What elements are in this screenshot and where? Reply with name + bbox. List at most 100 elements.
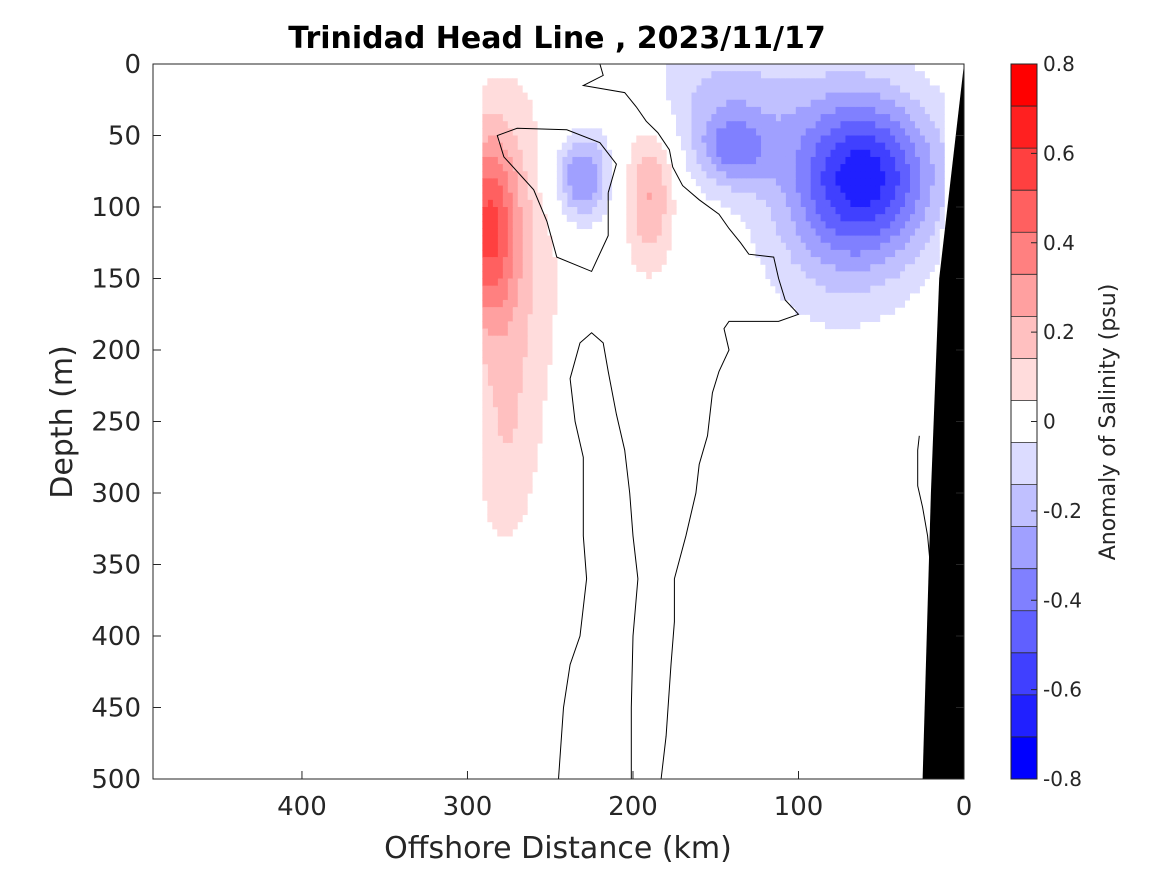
contour-cell [839,228,846,237]
contour-cell [770,249,776,258]
contour-cell [829,135,836,144]
contour-cell [815,299,821,308]
contour-cell [527,221,533,230]
contour-cell [824,235,831,244]
contour-cell [651,142,657,151]
contour-cell [497,321,503,330]
contour-cell [839,242,846,251]
contour-cell [785,214,791,222]
contour-cell [556,178,563,187]
contour-cell [805,292,811,301]
contour-cell [527,392,533,401]
contour-cell [755,221,762,230]
contour-cell [770,185,776,194]
contour-cell [507,493,513,501]
contour-cell [705,128,712,137]
contour-cell [497,128,503,137]
contour-cell [839,257,846,265]
contour-cell [820,71,826,79]
contour-cell [790,199,796,208]
contour-cell [527,314,533,322]
contour-cell [497,307,503,315]
contour-cell [785,71,791,79]
contour-cell [859,135,866,144]
contour-cell [894,99,901,108]
contour-cell [795,156,801,165]
contour-cell [839,235,846,244]
contour-cell [651,135,657,144]
contour-cell [507,385,513,394]
contour-cell [725,192,732,201]
contour-cell [507,328,513,337]
contour-cell [720,192,727,201]
contour-cell [864,164,871,172]
contour-cell [929,242,935,251]
contour-cell [874,271,881,280]
contour-cell [879,78,886,87]
contour-cell [859,99,866,108]
contour-cell [800,307,806,315]
contour-cell [859,264,866,272]
contour-cell [750,221,757,230]
contour-cell [636,235,642,244]
colorbar-segment [1011,64,1037,107]
contour-cell [522,114,528,122]
contour-cell [487,307,493,315]
contour-cell [487,507,493,516]
contour-cell [765,164,771,172]
colorbar-tick-label: 0.8 [1043,52,1075,76]
contour-cell [522,156,528,165]
contour-cell [929,178,935,187]
contour-cell [705,164,712,172]
contour-cell [527,192,533,201]
contour-cell [522,442,528,451]
contour-cell [750,156,757,165]
contour-cell [755,249,762,258]
contour-cell [770,121,776,129]
contour-cell [646,178,652,187]
contour-cell [770,106,776,115]
contour-cell [894,142,901,151]
contour-cell [571,128,578,137]
contour-cell [899,78,906,87]
contour-cell [889,235,896,244]
contour-cell [939,156,945,165]
contour-cell [904,156,910,165]
contour-cell [730,178,737,187]
colorbar-tick-label: 0 [1043,410,1056,434]
contour-cell [884,207,891,215]
filled-contours [482,64,945,537]
contour-cell [685,99,692,108]
contour-cell [690,71,697,79]
contour-cell [805,71,811,79]
contour-cell [889,64,896,72]
contour-cell [884,71,891,79]
colorbar-tick-label: -0.8 [1043,767,1082,791]
contour-cell [626,235,632,244]
contour-cell [829,178,836,187]
contour-cell [849,207,856,215]
contour-cell [517,464,523,473]
contour-cell [497,457,503,465]
contour-cell [785,285,791,294]
contour-cell [730,135,737,144]
contour-cell [934,106,940,115]
contour-cell [889,299,896,308]
contour-cell [909,228,915,237]
contour-cell [661,235,667,244]
contour-cell [487,493,493,501]
contour-cell [502,342,508,351]
contour-cell [536,378,543,387]
contour-cell [522,249,528,258]
contour-cell [899,264,906,272]
contour-cell [929,228,935,237]
contour-cell [829,114,836,122]
contour-cell [869,128,876,137]
contour-cell [889,85,896,94]
contour-cell [507,264,513,272]
contour-cell [800,121,806,129]
contour-cell [502,199,508,208]
contour-cell [829,106,836,115]
contour-cell [820,264,826,272]
contour-cell [785,292,791,301]
